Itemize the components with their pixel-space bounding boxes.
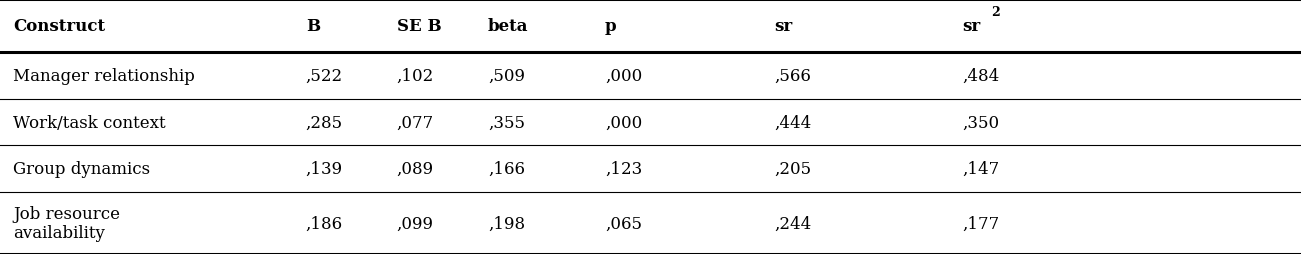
Text: ,166: ,166 (488, 161, 524, 178)
Text: sr: sr (963, 18, 981, 35)
Text: ,099: ,099 (397, 215, 433, 232)
Text: ,484: ,484 (963, 68, 1000, 85)
Text: SE B: SE B (397, 18, 441, 35)
Text: ,147: ,147 (963, 161, 1000, 178)
Text: B: B (306, 18, 320, 35)
Text: Job resource
availability: Job resource availability (13, 205, 120, 241)
Text: ,355: ,355 (488, 114, 524, 131)
Text: ,285: ,285 (306, 114, 343, 131)
Text: Construct: Construct (13, 18, 105, 35)
Text: ,139: ,139 (306, 161, 343, 178)
Text: beta: beta (488, 18, 528, 35)
Text: ,350: ,350 (963, 114, 1000, 131)
Text: ,000: ,000 (605, 68, 643, 85)
Text: ,000: ,000 (605, 114, 643, 131)
Text: ,177: ,177 (963, 215, 1000, 232)
Text: 2: 2 (991, 6, 1000, 19)
Text: Manager relationship: Manager relationship (13, 68, 195, 85)
Text: ,123: ,123 (605, 161, 643, 178)
Text: ,198: ,198 (488, 215, 526, 232)
Text: ,509: ,509 (488, 68, 524, 85)
Text: ,566: ,566 (774, 68, 811, 85)
Text: ,077: ,077 (397, 114, 435, 131)
Text: Work/task context: Work/task context (13, 114, 165, 131)
Text: p: p (605, 18, 617, 35)
Text: ,065: ,065 (605, 215, 641, 232)
Text: sr: sr (774, 18, 792, 35)
Text: ,522: ,522 (306, 68, 343, 85)
Text: ,186: ,186 (306, 215, 343, 232)
Text: ,444: ,444 (774, 114, 812, 131)
Text: ,205: ,205 (774, 161, 812, 178)
Text: ,244: ,244 (774, 215, 812, 232)
Text: Group dynamics: Group dynamics (13, 161, 150, 178)
Text: ,102: ,102 (397, 68, 435, 85)
Text: ,089: ,089 (397, 161, 435, 178)
